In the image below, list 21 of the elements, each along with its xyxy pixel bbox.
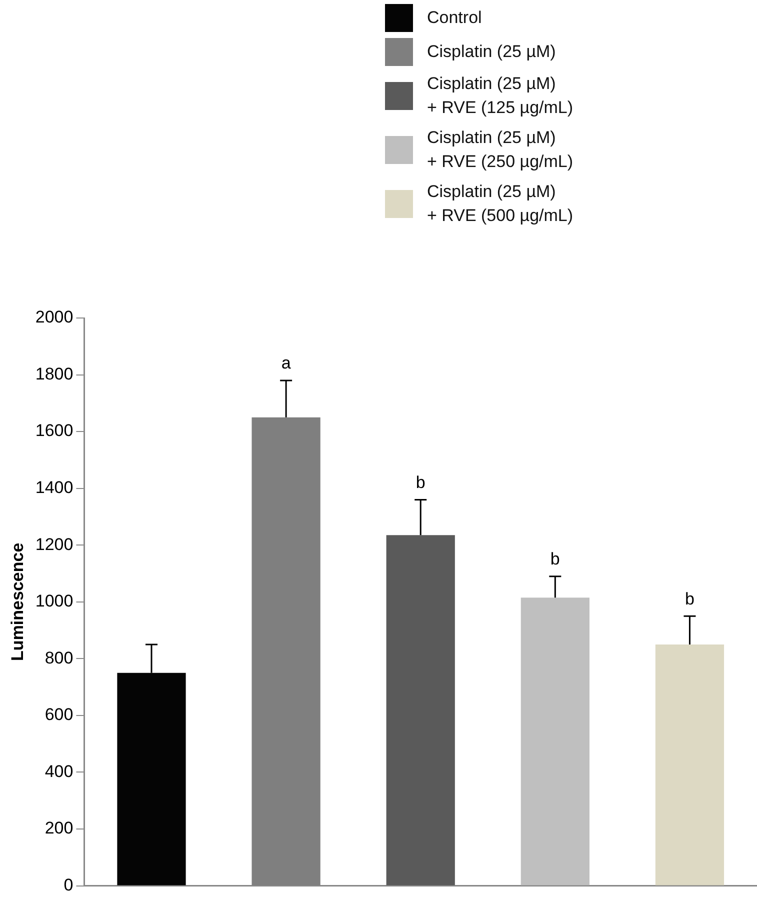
legend-label: Control: [427, 7, 482, 29]
legend-label: Cisplatin (25 µM) + RVE (125 µg/mL): [427, 73, 574, 119]
y-tick-label: 1600: [35, 421, 74, 440]
y-axis-title: Luminescence: [8, 542, 27, 661]
y-tick-label: 1000: [35, 592, 74, 611]
y-tick-label: 1400: [35, 478, 74, 498]
y-tick-label: 400: [44, 762, 74, 781]
y-tick-label: 1200: [35, 534, 74, 554]
y-tick-label: 200: [44, 818, 74, 838]
data-label: b: [416, 472, 426, 492]
legend-label: Cisplatin (25 µM) + RVE (250 µg/mL): [427, 127, 574, 173]
y-tick-label: 800: [44, 648, 74, 668]
data-label: b: [684, 589, 694, 608]
y-tick-label: 1800: [35, 364, 74, 384]
data-label: a: [281, 354, 292, 373]
data-label: b: [550, 550, 560, 569]
legend-label: Cisplatin (25 µM) + RVE (500 µg/mL): [427, 181, 574, 227]
y-tick-label: 0: [64, 875, 74, 894]
y-tick-label: 2000: [35, 308, 74, 327]
y-tick-label: 600: [44, 705, 74, 724]
legend-label: Cisplatin (25 µM): [427, 41, 556, 63]
